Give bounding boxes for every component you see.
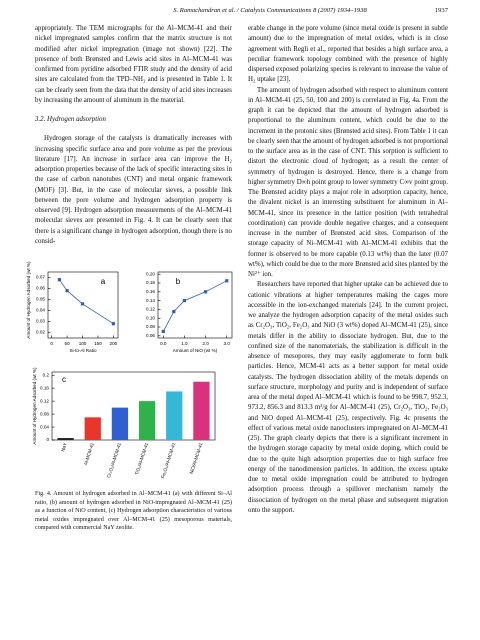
y-tick-label: 0.12 [40,398,49,403]
x-tick-label: Cr₂O₃/Al-MCM-41 [106,442,122,479]
page-number: 1937 [434,7,448,14]
x-tick-label: 3.0 [224,341,231,346]
bar [166,391,183,440]
x-tick-label: Fe₂O₃/Al-MCM-41 [160,442,176,479]
running-title: S. Ramachandran et al. / Catalysis Commu… [173,7,367,14]
y-tick-label: 0.03 [36,319,45,324]
x-axis-label: Amount of NiO (wt %) [173,348,218,353]
data-point [111,322,115,326]
x-tick-label: NaY [60,442,68,452]
y-tick-label: 0.16 [40,385,49,390]
y-tick-label: 0 [46,437,49,442]
y-tick-label: 0.06 [146,333,155,338]
y-tick-label: 0.04 [40,424,49,429]
data-point [203,290,208,294]
bar [138,401,156,440]
x-tick-label: NiO/Al-MCM-41 [189,442,204,475]
y-tick-label: 0.02 [36,330,45,335]
paragraph: erable change in the pore volume (since … [248,25,448,84]
data-point [182,299,187,303]
y-tick-label: 0.12 [146,307,155,312]
y-tick-label: 0.18 [146,280,155,285]
panel-label: a [101,277,106,286]
bar [111,407,129,440]
y-tick-label: 0.20 [146,271,155,276]
y-tick-label: 0.05 [36,297,45,302]
data-line [59,279,114,325]
panel-label: b [176,277,181,286]
y-tick-label: 0.04 [36,308,45,313]
y-tick-label: 0.2 [43,372,50,377]
data-point [80,302,85,306]
data-point [172,310,176,314]
x-tick-label: 2.0 [202,341,209,346]
y-tick-label: 0.14 [146,298,155,303]
bar [193,381,210,440]
data-point [65,289,69,293]
right-column: erable change in the pore volume (since … [248,24,448,516]
paragraph: Researchers have reported that higher up… [248,281,448,514]
x-tick-label: 150 [94,341,102,346]
y-tick-label: 0.10 [146,315,155,320]
x-tick-label: 0 [50,341,53,346]
section-heading: 3.2. Hydrogen adsorption [35,116,106,123]
panel-label: c [62,375,66,384]
x-axis-label: Si-to-Al Ratio [69,348,97,353]
x-tick-label: TiO₂/Al-MCM-41 [134,442,149,476]
paragraph: The amount of hydrogen adsorbed with res… [248,86,448,279]
y-axis-label: Amount of Hydrogen Adsorbed (wt %) [26,261,31,339]
figure-caption: Fig. 4. Amount of hydrogen adsorbed in A… [35,491,232,532]
x-tick-label: 200 [110,341,118,346]
paragraph: appropriately. The TEM micrographs for t… [35,25,232,104]
y-axis-label: Amount of Hydrogen Adsorbed (wt %) [32,367,37,445]
plot-frame [51,371,216,441]
x-tick-label: 50 [65,341,71,346]
bar [57,438,74,440]
y-tick-label: 0.08 [146,324,155,329]
data-point [225,279,229,283]
y-tick-label: 0.06 [36,286,45,291]
data-point [161,329,165,333]
x-tick-label: 100 [79,341,87,346]
data-line [162,280,227,332]
y-tick-label: 0.08 [40,411,49,416]
x-tick-label: 1.0 [181,341,188,346]
data-point [57,278,62,282]
paragraph: Hydrogen storage of the catalysts is dra… [35,135,232,245]
left-column: appropriately. The TEM micrographs for t… [35,24,232,247]
y-tick-label: 0.07 [36,275,45,280]
y-tick-label: 0.16 [146,289,155,294]
bar [84,417,101,440]
plot-frame [157,271,233,339]
plot-frame [47,271,119,339]
x-tick-label: Al-MCM-41 [83,442,95,466]
x-tick-label: 0.0 [160,341,167,346]
